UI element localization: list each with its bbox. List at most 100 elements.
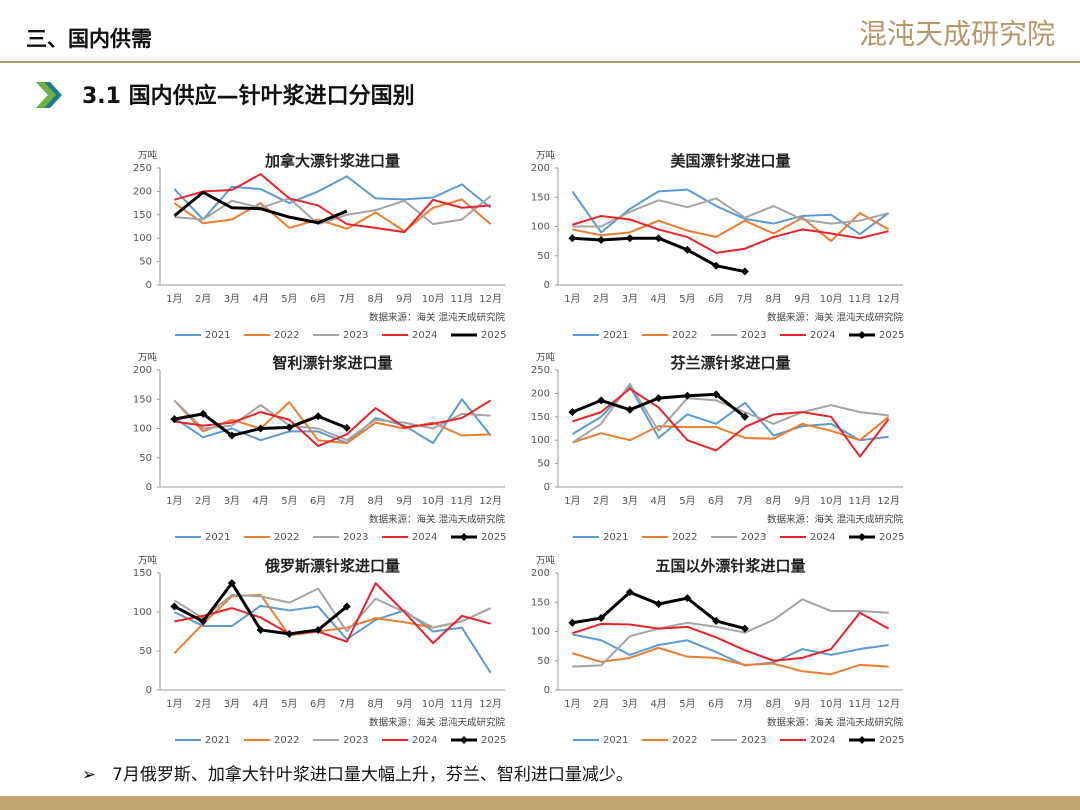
x-tick-label: 7月 (339, 293, 355, 305)
y-tick-label: 100 (133, 424, 152, 435)
y-tick-label: 0 (146, 482, 152, 493)
source: 数据来源：海关 混沌天成研究院 (767, 514, 904, 526)
x-tick-label: 7月 (339, 698, 355, 710)
legend-marker (460, 533, 468, 541)
x-tick-label: 5月 (679, 293, 695, 305)
y-tick-label: 50 (537, 251, 550, 262)
legend-label: 2024 (412, 532, 437, 543)
x-tick-label: 6月 (708, 698, 724, 710)
point-marker (227, 579, 236, 588)
point-marker (712, 390, 721, 399)
legend-marker (858, 331, 866, 339)
point-marker (625, 405, 634, 414)
x-tick-label: 3月 (224, 698, 240, 710)
y-tick-label: 100 (531, 435, 550, 446)
legend-label: 2023 (741, 330, 766, 341)
y-tick-label: 0 (544, 280, 550, 291)
x-tick-label: 2月 (195, 698, 211, 710)
y-tick-label: 100 (531, 627, 550, 638)
x-tick-label: 4月 (252, 293, 268, 305)
x-tick-label: 11月 (451, 293, 474, 305)
point-marker (597, 235, 606, 244)
point-marker (683, 245, 692, 254)
series-line (572, 387, 890, 458)
legend-label: 2025 (879, 330, 904, 341)
point-marker (712, 616, 721, 625)
point-marker (568, 408, 577, 417)
x-tick-label: 6月 (708, 293, 724, 305)
x-tick-label: 8月 (367, 698, 383, 710)
x-tick-label: 6月 (310, 293, 326, 305)
x-tick-label: 10月 (422, 495, 445, 507)
x-tick-label: 11月 (451, 698, 474, 710)
x-tick-label: 9月 (794, 698, 810, 710)
legend-label: 2022 (274, 532, 299, 543)
series-line (572, 646, 889, 676)
x-tick-label: 1月 (564, 293, 580, 305)
point-marker (683, 594, 692, 603)
x-tick-label: 3月 (622, 495, 638, 507)
series-line (173, 399, 491, 442)
source: 数据来源：海关 混沌天成研究院 (369, 717, 506, 729)
y-unit: 万吨 (536, 352, 556, 364)
series-line (173, 198, 492, 233)
x-tick-label: 10月 (820, 293, 843, 305)
point-marker (568, 234, 577, 243)
point-marker (712, 261, 721, 270)
y-tick-label: 50 (537, 459, 550, 470)
series-line (572, 633, 889, 667)
point-marker (683, 391, 692, 400)
y-tick-label: 150 (531, 412, 550, 423)
x-tick-label: 2月 (195, 495, 211, 507)
x-tick-label: 5月 (679, 495, 695, 507)
y-tick-label: 0 (146, 280, 152, 291)
legend-label: 2023 (343, 330, 368, 341)
point-marker (227, 431, 236, 440)
point-marker (285, 423, 294, 432)
legend-label: 2025 (481, 532, 506, 543)
legend-label: 2024 (810, 330, 835, 341)
series-line (173, 398, 492, 445)
legend-label: 2024 (412, 735, 437, 746)
y-tick-label: 250 (531, 365, 550, 376)
x-tick-label: 7月 (737, 495, 753, 507)
x-tick-label: 5月 (281, 495, 297, 507)
legend-label: 2022 (672, 330, 697, 341)
y-tick-label: 150 (133, 568, 152, 579)
chart-title: 加拿大漂针浆进口量 (264, 152, 400, 170)
y-tick-label: 50 (139, 453, 152, 464)
x-tick-label: 10月 (820, 698, 843, 710)
series-line (174, 173, 491, 234)
x-tick-label: 9月 (396, 293, 412, 305)
y-tick-label: 150 (133, 394, 152, 405)
y-tick-label: 100 (531, 222, 550, 233)
footer-bar (0, 796, 1080, 810)
point-marker (568, 618, 577, 627)
x-tick-label: 9月 (396, 495, 412, 507)
chart-title: 五国以外漂针浆进口量 (655, 557, 805, 575)
series-line (173, 587, 492, 633)
legend-label: 2024 (810, 735, 835, 746)
source: 数据来源：海关 混沌天成研究院 (369, 312, 506, 324)
legend-label: 2021 (205, 330, 230, 341)
point-marker (654, 234, 663, 243)
x-tick-label: 3月 (224, 495, 240, 507)
bullet: ➢ (82, 765, 96, 785)
x-tick-label: 4月 (650, 495, 666, 507)
y-tick-label: 100 (133, 607, 152, 618)
x-tick-label: 12月 (877, 293, 900, 305)
x-tick-label: 12月 (479, 698, 502, 710)
point-marker (170, 602, 179, 611)
x-tick-label: 1月 (166, 495, 182, 507)
x-tick-label: 10月 (422, 293, 445, 305)
x-tick-label: 1月 (564, 495, 580, 507)
series-line (174, 399, 492, 448)
x-tick-label: 6月 (310, 495, 326, 507)
y-tick-label: 50 (537, 656, 550, 667)
x-tick-label: 12月 (479, 495, 502, 507)
x-tick-label: 11月 (849, 698, 872, 710)
x-tick-label: 9月 (794, 293, 810, 305)
y-unit: 万吨 (536, 150, 556, 162)
legend-label: 2023 (741, 735, 766, 746)
